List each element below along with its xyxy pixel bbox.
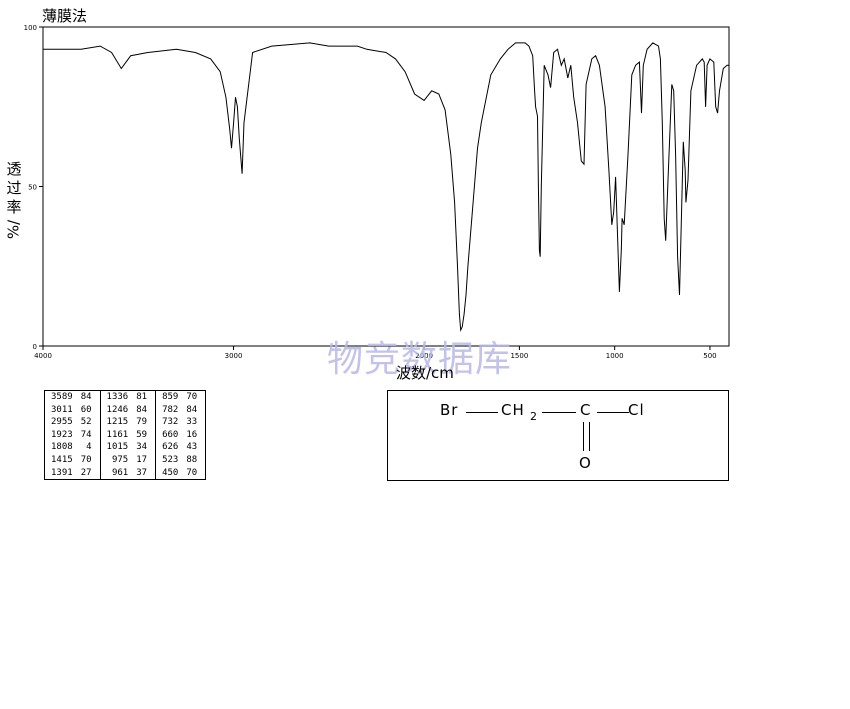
peak-wavenumber: 3589 — [51, 392, 73, 402]
peak-table: 3589 84 1336 81 859 70 3011 60 1246 84 782 84 2955 52… — [44, 390, 207, 481]
bond-line — [466, 412, 498, 413]
watermark: 物竞数据库 — [327, 339, 513, 380]
peak-row: 3589 84 1336 81 859 70 — [45, 390, 206, 404]
peak-wavenumber: 1336 — [106, 392, 129, 402]
spectrum-line — [43, 42, 729, 333]
peak-transmittance: 79 — [132, 416, 157, 429]
peak-transmittance: 70 — [186, 467, 198, 478]
peak-row: 2955 52 1215 79 732 33 — [45, 416, 206, 429]
peak-transmittance: 37 — [132, 466, 157, 480]
double-bond-line — [583, 422, 584, 451]
peak-transmittance: 52 — [76, 416, 101, 429]
x-tick-label: 3000 — [225, 352, 243, 360]
peak-transmittance: 81 — [132, 390, 157, 404]
peak-wavenumber: 975 — [111, 454, 129, 465]
peak-wavenumber: 626 — [162, 442, 179, 453]
peak-transmittance: 74 — [76, 428, 101, 442]
x-tick-label: 1500 — [510, 352, 528, 360]
peak-transmittance: 4 — [76, 441, 101, 454]
page-title: 薄膜法 — [42, 7, 88, 25]
peak-row: 3011 60 1246 84 782 84 — [45, 403, 206, 417]
peak-transmittance: 88 — [186, 454, 198, 465]
peak-transmittance: 84 — [76, 390, 101, 404]
x-axis-label: 波数/cm — [396, 364, 454, 382]
atom-c: C — [580, 401, 592, 419]
peak-wavenumber: 1161 — [106, 429, 129, 440]
peak-wavenumber: 1015 — [106, 442, 129, 453]
peak-transmittance: 84 — [186, 404, 198, 415]
peak-row: 1808 4 1015 34 626 43 — [45, 441, 206, 454]
group-ch2: CH — [501, 401, 525, 419]
peak-row: 1923 74 1161 59 660 16 — [45, 428, 206, 442]
peak-wavenumber: 523 — [162, 454, 179, 465]
y-tick-label: 100 — [24, 24, 37, 32]
y-axis-label-char: 过 — [6, 179, 22, 197]
peak-transmittance: 27 — [76, 466, 101, 480]
atom-o: O — [579, 454, 592, 472]
peak-wavenumber: 660 — [162, 429, 179, 440]
peak-transmittance: 43 — [186, 442, 198, 453]
peak-wavenumber: 450 — [162, 467, 179, 478]
peak-transmittance: 16 — [186, 429, 198, 440]
y-axis-label-char: 透 — [6, 160, 22, 178]
y-axis-label: 透 过 率 %/ — [4, 160, 24, 239]
subscript-2: 2 — [530, 410, 538, 423]
double-bond-line — [589, 422, 590, 451]
peak-row: 1391 27 961 37 450 70 — [45, 466, 206, 480]
x-tick-label: 500 — [703, 352, 716, 360]
peak-transmittance: 84 — [132, 403, 157, 417]
peak-transmittance: 33 — [186, 417, 198, 428]
atom-cl: Cl — [628, 401, 645, 419]
peak-wavenumber: 1246 — [106, 404, 129, 415]
peak-wavenumber: 1215 — [106, 417, 129, 428]
peak-wavenumber: 1391 — [51, 467, 73, 478]
peak-wavenumber: 2955 — [51, 417, 73, 428]
bond-line — [542, 412, 576, 413]
peak-wavenumber: 782 — [162, 404, 179, 415]
peak-wavenumber: 1415 — [51, 454, 73, 465]
peak-transmittance: 70 — [186, 392, 198, 402]
x-tick-label: 4000 — [34, 352, 52, 360]
peak-wavenumber: 961 — [111, 467, 129, 478]
peak-transmittance: 70 — [76, 453, 101, 467]
peak-wavenumber: 1923 — [51, 429, 73, 440]
y-axis-label-char: 率 — [6, 198, 22, 216]
y-tick-label: 0 — [33, 343, 37, 351]
peak-wavenumber: 859 — [162, 392, 179, 402]
structure-formula: Br CH 2 C Cl O — [387, 390, 729, 481]
peak-transmittance: 59 — [132, 428, 157, 442]
x-tick-label: 2000 — [415, 352, 433, 360]
atom-br: Br — [440, 401, 459, 419]
peak-row: 1415 70 975 17 523 88 — [45, 453, 206, 467]
peak-transmittance: 60 — [76, 403, 101, 417]
peak-wavenumber: 732 — [162, 417, 179, 428]
peak-wavenumber: 1808 — [51, 442, 73, 453]
peak-transmittance: 17 — [132, 453, 157, 467]
peak-wavenumber: 3011 — [51, 404, 73, 415]
ir-spectrum-chart: 0 50 100 4000 3000 2000 1500 1000 500 — [24, 24, 730, 360]
peak-transmittance: 34 — [132, 441, 157, 454]
bond-line — [597, 412, 629, 413]
y-tick-label: 50 — [28, 184, 37, 192]
x-tick-label: 1000 — [606, 352, 624, 360]
